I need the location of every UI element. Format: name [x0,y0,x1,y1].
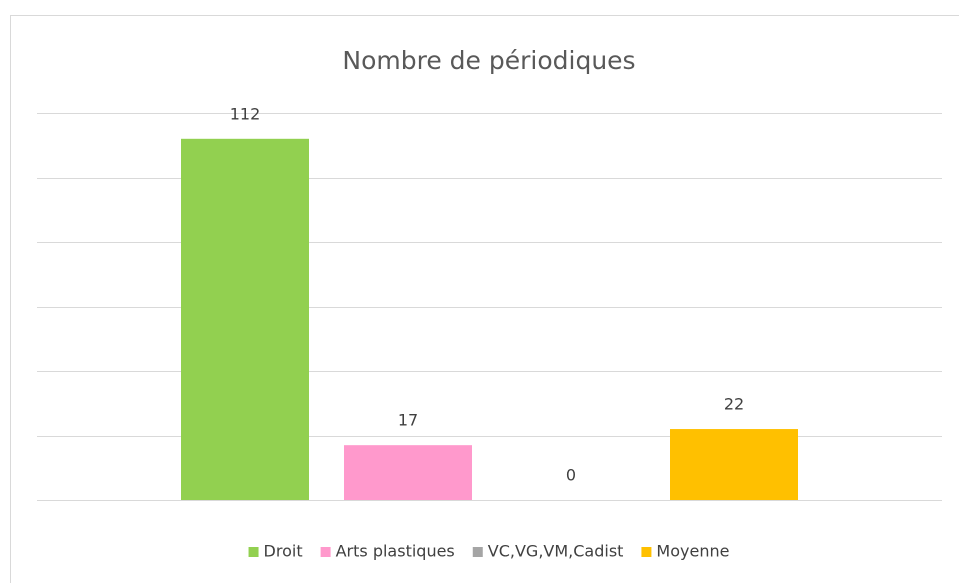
bar [181,138,309,501]
data-label: 17 [398,411,418,430]
legend-marker [320,547,331,557]
legend-marker [472,547,483,557]
chart-area [10,15,959,583]
data-label: 0 [566,466,576,485]
bar [344,445,472,500]
legend-marker [248,547,259,557]
legend-label: Moyenne [656,542,729,561]
data-label: 22 [724,395,744,414]
chart-title: Nombre de périodiques [342,46,635,75]
legend-marker [641,547,652,557]
data-label: 112 [230,104,261,123]
bar [670,429,798,500]
legend-label: Arts plastiques [336,542,455,561]
legend-label: VC,VG,VM,Cadist [488,542,624,561]
legend-label: Droit [264,542,303,561]
